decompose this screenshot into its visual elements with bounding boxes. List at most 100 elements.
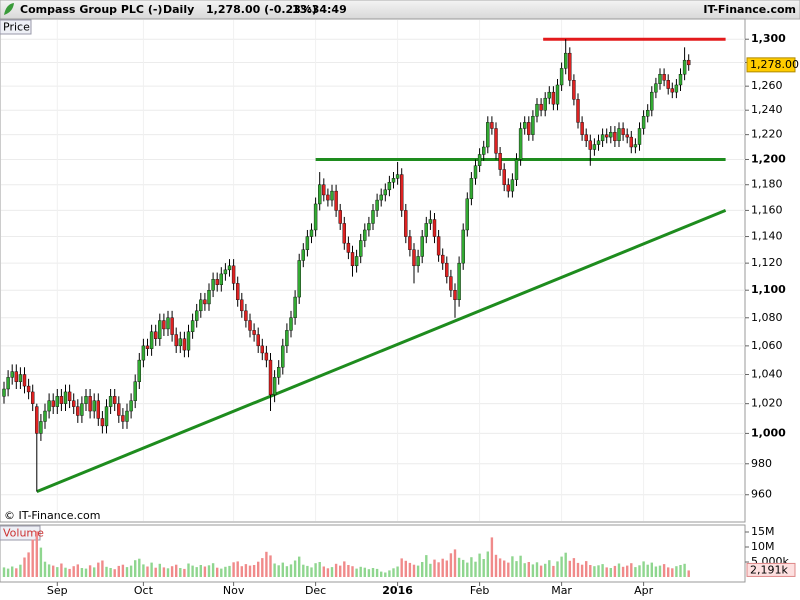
- price-label-box: [0, 19, 32, 35]
- candle-body: [330, 190, 334, 201]
- volume-bar: [453, 549, 457, 577]
- y-tick-label: 1,200: [751, 152, 786, 165]
- candle-body: [486, 122, 490, 148]
- candle-body: [400, 174, 404, 211]
- candle-body: [219, 273, 224, 285]
- volume-bar: [560, 556, 563, 577]
- candle-body: [186, 331, 191, 351]
- volume-bar: [203, 566, 207, 577]
- volume-bar: [634, 567, 637, 577]
- volume-bar: [617, 563, 621, 577]
- candle-body: [194, 310, 199, 321]
- volume-bar: [125, 567, 129, 577]
- candle-body: [375, 199, 379, 211]
- volume-label-box: [0, 525, 41, 541]
- candle-body: [14, 371, 19, 382]
- candle-body: [301, 249, 305, 261]
- last-volume-box: [746, 562, 796, 577]
- volume-bar: [343, 561, 346, 577]
- x-tick-label: Dec: [305, 584, 326, 597]
- candle-body: [354, 256, 359, 267]
- candle-body: [494, 128, 498, 154]
- candle-body: [535, 103, 539, 117]
- volume-bar: [56, 567, 59, 577]
- volume-bar: [166, 568, 170, 577]
- volume-bar: [158, 563, 161, 577]
- volume-bar: [441, 558, 444, 577]
- candle-body: [137, 359, 142, 382]
- volume-bar: [466, 562, 469, 577]
- x-tick-label: Nov: [223, 584, 245, 597]
- candle-body: [162, 320, 166, 330]
- volume-bar: [60, 563, 63, 577]
- volume-bar: [244, 564, 248, 577]
- volume-bar: [101, 560, 104, 577]
- volume-bar: [626, 565, 629, 577]
- volume-bar: [449, 553, 453, 577]
- candle-body: [605, 134, 609, 138]
- volume-bar: [289, 564, 293, 577]
- volume-bar: [285, 566, 289, 577]
- volume-bar: [84, 568, 88, 577]
- volume-bar: [314, 563, 317, 577]
- y-tick-label: 960: [751, 488, 772, 501]
- candle-body: [112, 396, 117, 404]
- volume-bar: [445, 560, 448, 577]
- volume-bar: [207, 565, 211, 577]
- volume-bar: [580, 564, 584, 577]
- last-volume-label: 2,191k: [750, 563, 788, 576]
- volume-bar: [105, 566, 108, 577]
- volume-bar: [339, 565, 342, 577]
- candle-body: [277, 367, 281, 378]
- candle-body: [211, 279, 215, 291]
- x-tick-label: Mar: [551, 584, 572, 597]
- candle-body: [641, 116, 646, 129]
- volume-bar: [400, 558, 403, 577]
- candle-body: [412, 249, 416, 267]
- volume-bar: [47, 564, 51, 577]
- candle-body: [359, 240, 363, 257]
- volume-bar: [384, 572, 387, 577]
- volume-bar: [392, 568, 395, 577]
- candle-body: [367, 223, 371, 231]
- candle-body: [457, 262, 461, 301]
- volume-bar: [277, 565, 280, 577]
- volume-bar: [248, 565, 252, 577]
- volume-bar: [523, 563, 526, 577]
- candle-body: [551, 91, 556, 105]
- candle-body: [572, 80, 576, 100]
- volume-bar: [630, 563, 633, 577]
- candle-body: [313, 203, 318, 231]
- volume-bar: [548, 560, 551, 577]
- candle-body: [502, 169, 506, 185]
- candle-body: [432, 219, 437, 237]
- candle-body: [117, 403, 121, 416]
- header-last: 1,278.00 (-0.23%): [206, 3, 317, 16]
- volume-bar: [494, 554, 498, 577]
- candle-body: [285, 330, 289, 347]
- candle-body: [31, 391, 35, 404]
- volume-bar: [142, 564, 145, 577]
- candle-body: [305, 236, 310, 250]
- volume-bar: [15, 568, 18, 577]
- volume-bar: [318, 562, 321, 577]
- x-tick-label: Apr: [634, 584, 654, 597]
- price-label: Price: [3, 21, 30, 34]
- candle-body: [453, 290, 457, 301]
- candle-body: [260, 345, 264, 354]
- candle-body: [121, 415, 125, 422]
- candle-body: [637, 128, 642, 145]
- candle-body: [482, 146, 486, 155]
- candle-body: [445, 262, 449, 277]
- candle-body: [609, 131, 613, 138]
- y-tick-label: 1,040: [751, 367, 783, 380]
- volume-bar: [482, 559, 485, 577]
- candle-body: [88, 396, 92, 412]
- volume-bar: [52, 565, 55, 577]
- candle-body: [629, 136, 633, 148]
- volume-bar: [654, 566, 658, 577]
- candle-body: [133, 381, 137, 401]
- candle-body: [408, 236, 412, 250]
